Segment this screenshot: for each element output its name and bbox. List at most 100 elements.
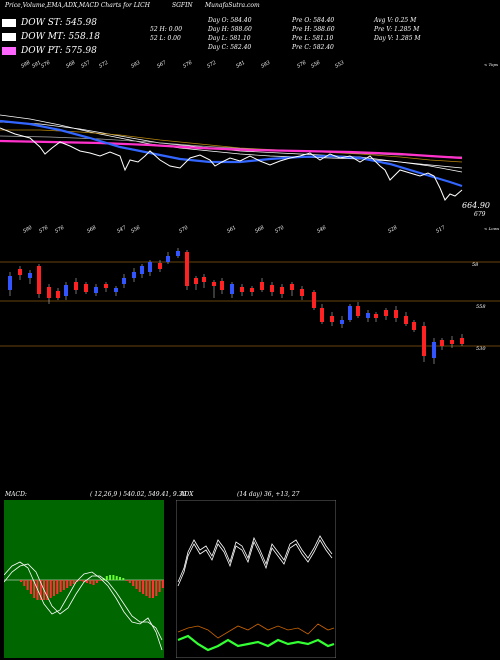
candle-body: [185, 252, 189, 286]
macd-hist-bar: [112, 575, 115, 580]
top-tick-label: 557: [80, 59, 92, 69]
legend-label: DOW PT: 575.98: [21, 46, 97, 56]
macd-hist-bar: [95, 580, 98, 583]
candlestick-chart: 58 558 530: [0, 248, 500, 364]
ema-line-white-2: [0, 121, 463, 173]
macd-hist-bar: [33, 580, 36, 598]
top-tick-label: 593: [260, 60, 271, 70]
legend-label: DOW ST: 545.98: [21, 18, 97, 28]
candle-body: [122, 278, 126, 284]
ema-line-slow: [0, 139, 463, 160]
macd-hist-bar: [89, 580, 92, 584]
candle-body: [18, 269, 22, 275]
legend-dow-mt: DOW MT: 558.18: [2, 31, 100, 43]
bottom-tick-label: 517: [435, 224, 447, 234]
ema-line-fast: [0, 119, 463, 188]
macd-hist-bar: [69, 580, 72, 586]
macd-hist-bar: [53, 580, 55, 596]
macd-hist-bar: [79, 580, 82, 581]
bottom-tick-label: 547: [116, 224, 128, 234]
candle-body: [56, 291, 60, 298]
adx-minus-di: [177, 623, 335, 639]
candle-body: [158, 263, 162, 269]
stat-52-high: 52 H: 0.00: [150, 26, 183, 33]
candle-body: [64, 285, 68, 296]
candle-body: [374, 314, 378, 318]
macd-hist-bar: [158, 580, 161, 592]
top-tick-label: 591: [31, 60, 42, 70]
bottom-tick-label: 546: [316, 224, 328, 234]
top-tick-label: 598: [20, 60, 31, 70]
stat-day-high: Day H: 588.60: [208, 26, 252, 33]
candle-body: [202, 277, 206, 282]
candle-body: [320, 308, 324, 322]
macd-hist-bar: [86, 580, 88, 583]
bottom-tick-label: 528: [387, 225, 398, 235]
candle-body: [290, 284, 294, 290]
lows-note: < Lows: [484, 226, 499, 231]
macd-hist-bar: [66, 580, 69, 588]
candle-body: [194, 278, 198, 284]
candle-body: [460, 338, 464, 344]
last-value: 664.90: [462, 201, 490, 210]
bottom-tick-label: 590: [22, 224, 34, 234]
macd-hist-bar: [122, 578, 125, 580]
stat-day-volume: Day V: 1.285 M: [374, 35, 421, 42]
adx-line: [177, 535, 333, 583]
candle-body: [280, 287, 284, 294]
macd-hist-bar: [145, 580, 148, 596]
macd-hist-bar: [56, 580, 59, 594]
candle-body: [104, 284, 108, 288]
adx-panel: [176, 500, 336, 658]
stat-avg-volume: Avg V: 0.25 M: [374, 17, 417, 24]
macd-hist-bar: [115, 576, 118, 580]
macd-hist-bar: [152, 580, 154, 598]
level-label-58: 58: [472, 262, 478, 268]
candle-body: [300, 289, 304, 296]
top-tick-label: 576: [40, 59, 52, 69]
candle-body: [404, 316, 408, 324]
stat-prev-open: Pre O: 584.40: [292, 17, 335, 24]
candle-body: [166, 256, 170, 262]
candle-body: [312, 292, 316, 308]
bottom-tick-label: 570: [178, 224, 190, 234]
candle-body: [450, 340, 454, 344]
adx-label: ADX: [180, 491, 194, 498]
legend-swatch: [2, 47, 16, 55]
top-tick-label: 576: [182, 59, 194, 69]
macd-line: [4, 561, 163, 651]
stat-52-low: 52 L: 0.00: [150, 35, 181, 42]
level-label-558: 558: [476, 304, 486, 310]
adx-line-2: [177, 539, 333, 587]
bottom-tick-label: 568: [86, 225, 97, 235]
macd-hist-bar: [62, 580, 65, 590]
macd-hist-bar: [99, 580, 102, 581]
top-tick-label: 567: [156, 59, 168, 69]
macd-hist-bar: [20, 580, 22, 582]
macd-hist-bar: [161, 580, 164, 588]
stat-prev-volume: Pre V: 1.285 M: [374, 26, 420, 33]
macd-hist-bar: [105, 576, 108, 580]
macd-signal-line: [4, 563, 163, 641]
macd-hist-bar: [23, 580, 26, 586]
macd-hist-bar: [138, 580, 141, 592]
top-tick-label: 593: [130, 60, 141, 70]
candle-body: [412, 322, 416, 330]
stat-prev-close: Pre C: 582.40: [292, 44, 334, 51]
candle-body: [176, 251, 180, 256]
chart-title: Price,Volume,EMA,ADX,MACD Charts for LIC…: [5, 2, 150, 9]
candle-body: [220, 281, 224, 290]
candle-body: [37, 266, 41, 294]
stat-prev-low: Pre L: 581.10: [292, 35, 334, 42]
candle-body: [384, 310, 388, 316]
macd-hist-bar: [49, 580, 52, 598]
candle-body: [366, 313, 370, 318]
macd-hist-bar: [26, 580, 29, 590]
top-tick-label: 572: [206, 60, 217, 70]
candle-body: [330, 316, 334, 322]
bottom-tick-label: 576: [54, 224, 66, 234]
macd-panel: [4, 500, 164, 658]
bottom-tick-label: 556: [130, 224, 142, 234]
adx-values: (14 day) 36, +13, 27: [237, 491, 300, 498]
